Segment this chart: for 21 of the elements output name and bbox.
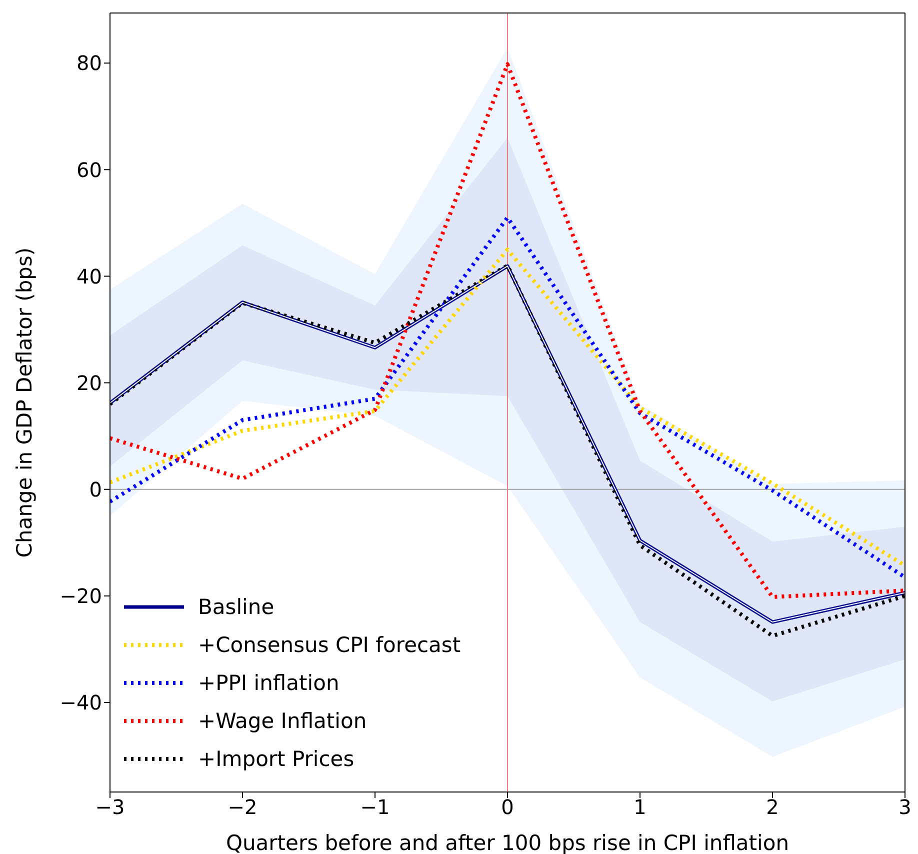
legend-label: +PPI inflation [198, 671, 340, 695]
legend-label: Basline [198, 595, 274, 619]
x-axis-title: Quarters before and after 100 bps rise in CPI inflation [226, 831, 790, 854]
legend-label: +Wage Inflation [198, 709, 367, 733]
x-tick-label: 2 [766, 795, 779, 820]
legend-label: +Import Prices [198, 747, 354, 771]
legend-label: +Consensus CPI forecast [198, 633, 461, 657]
y-tick-label: 0 [89, 477, 102, 502]
x-tick-label: −2 [228, 795, 258, 820]
x-tick-label: −1 [360, 795, 390, 820]
y-tick-label: −40 [60, 690, 102, 715]
x-tick-label: 1 [634, 795, 646, 820]
y-axis-title: Change in GDP Deflator (bps) [12, 247, 36, 558]
x-tick-label: 0 [501, 795, 514, 820]
y-tick-label: 20 [76, 370, 102, 395]
x-tick-label: 3 [898, 795, 912, 820]
y-tick-label: 40 [76, 264, 102, 288]
x-tick-label: −3 [95, 795, 125, 820]
y-tick-label: 80 [76, 51, 102, 76]
y-tick-label: 60 [76, 158, 102, 182]
y-tick-label: −20 [60, 584, 102, 608]
